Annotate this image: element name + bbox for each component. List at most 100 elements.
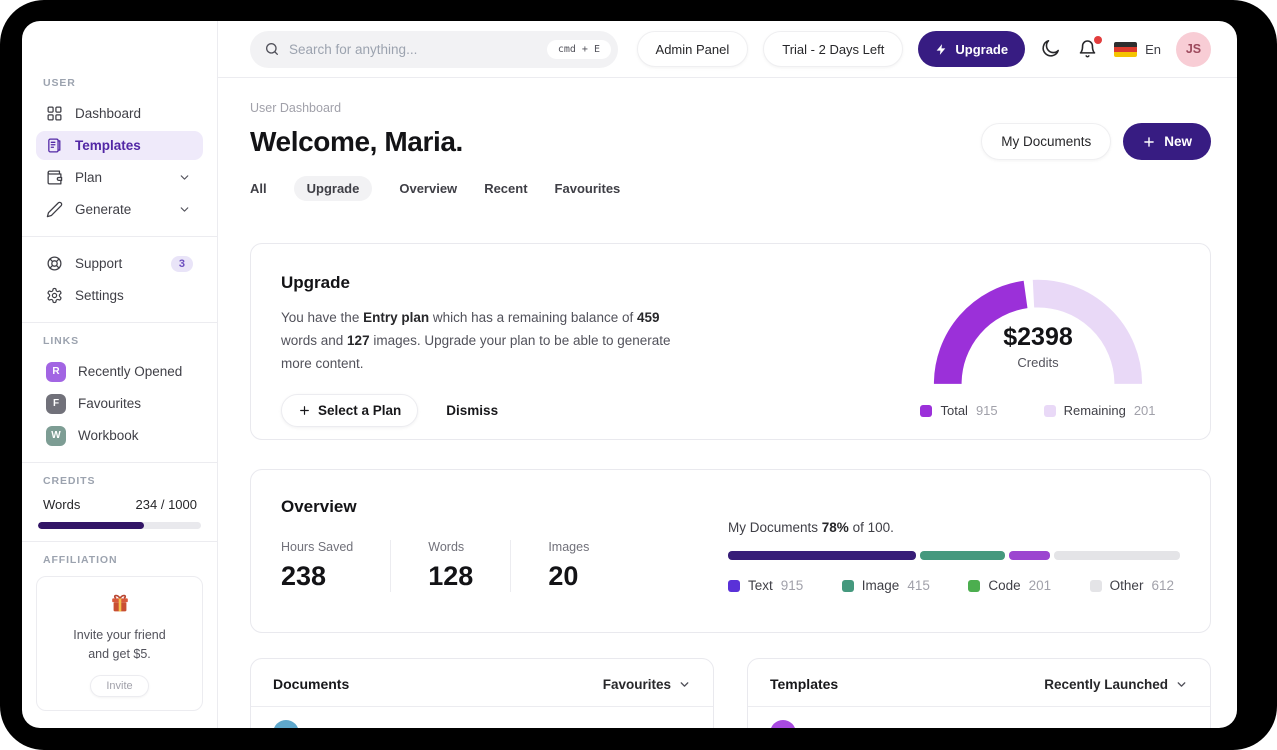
- tab-upgrade[interactable]: Upgrade: [293, 176, 373, 201]
- stat-value: 128: [428, 561, 474, 591]
- legend-value: 915: [975, 403, 998, 418]
- document-list-item[interactable]: Untitled Document in Workbook: [251, 707, 713, 728]
- select-plan-button[interactable]: Select a Plan: [281, 393, 419, 427]
- sidebar-item-support[interactable]: Support 3: [36, 249, 203, 278]
- breadcrumb: User Dashboard: [250, 101, 342, 115]
- legend-swatch: [920, 404, 933, 417]
- card-divider: [251, 706, 713, 707]
- dismiss-button[interactable]: Dismiss: [446, 402, 499, 418]
- legend-label: Code: [988, 578, 1021, 593]
- trial-status-button[interactable]: Trial - 2 Days Left: [763, 31, 904, 67]
- search-input[interactable]: [289, 41, 538, 57]
- bottom-cards-row: Documents Favourites Untitled Document i…: [250, 658, 1211, 728]
- sidebar-item-label: Settings: [75, 288, 124, 303]
- sidebar-link-recently-opened[interactable]: R Recently Opened: [36, 357, 203, 386]
- usage-segment-image: [919, 551, 1006, 560]
- legend-value: 201: [1028, 578, 1052, 593]
- template-avatar: [770, 720, 796, 728]
- gauge-value: $2398: [1003, 323, 1073, 351]
- sidebar-divider: [22, 541, 217, 542]
- sidebar-item-label: Generate: [75, 202, 132, 217]
- stat-label: Hours Saved: [281, 540, 354, 554]
- documents-filter-dropdown[interactable]: Favourites: [603, 677, 691, 692]
- legend-value: 415: [907, 578, 930, 593]
- templates-filter-dropdown[interactable]: Recently Launched: [1044, 677, 1188, 692]
- upgrade-card-left: Upgrade You have the Entry plan which ha…: [281, 273, 695, 427]
- chevron-down-icon: [1177, 681, 1186, 687]
- language-label: En: [1145, 41, 1161, 57]
- sidebar-item-label: Templates: [75, 138, 141, 153]
- sidebar-link-label: Recently Opened: [78, 364, 183, 379]
- sidebar-divider: [22, 462, 217, 463]
- tab-all[interactable]: All: [250, 181, 267, 196]
- moon-icon: [1042, 40, 1060, 57]
- user-avatar[interactable]: JS: [1176, 31, 1211, 67]
- gauge-svg: [933, 279, 1143, 385]
- link-initial-badge: W: [46, 425, 66, 446]
- sidebar-item-settings[interactable]: Settings: [36, 281, 203, 310]
- main-area: cmd + E Admin Panel Trial - 2 Days Left …: [218, 21, 1237, 728]
- admin-panel-button[interactable]: Admin Panel: [636, 31, 749, 67]
- new-button[interactable]: New: [1123, 123, 1211, 160]
- tab-overview[interactable]: Overview: [399, 181, 458, 196]
- tab-recent[interactable]: Recent: [484, 181, 528, 196]
- search-bar[interactable]: cmd + E: [250, 30, 618, 68]
- credits-row: Words 234 / 1000: [43, 497, 197, 512]
- overview-card-title: Overview: [281, 497, 357, 516]
- sidebar-item-plan[interactable]: Plan: [36, 163, 203, 192]
- credits-progress-fill: [38, 522, 144, 529]
- template-list-item[interactable]: Blog Post Title in Workbook: [748, 707, 1210, 728]
- usage-segment-other: [1054, 551, 1180, 560]
- page-title: Welcome, Maria.: [250, 125, 463, 157]
- german-flag-icon: [1114, 41, 1138, 57]
- sidebar-item-templates[interactable]: Templates: [36, 131, 203, 160]
- sidebar-link-favourites[interactable]: F Favourites: [36, 389, 203, 418]
- life-buoy-icon: [47, 256, 62, 271]
- document-avatar: [273, 720, 299, 728]
- language-selector[interactable]: En: [1114, 41, 1161, 57]
- bell-icon: [1079, 40, 1096, 58]
- affiliation-card: Invite your friend and get $5. Invite: [36, 576, 203, 711]
- chevron-down-icon: [180, 175, 189, 180]
- stat-hours-saved: Hours Saved 238: [281, 540, 390, 592]
- dark-mode-toggle[interactable]: [1040, 38, 1062, 60]
- sidebar-item-generate[interactable]: Generate: [36, 195, 203, 224]
- my-documents-button[interactable]: My Documents: [981, 123, 1112, 160]
- sidebar-section-links: LINKS: [43, 335, 79, 347]
- app-window: USER Dashboard Templates Plan Generate S…: [22, 21, 1237, 728]
- sidebar-item-label: Support: [75, 256, 123, 271]
- legend-value: 915: [780, 578, 804, 593]
- overview-card-left: Overview Hours Saved 238 Words 128 Image…: [281, 497, 626, 605]
- notifications-button[interactable]: [1077, 36, 1103, 60]
- templates-icon: [48, 138, 61, 153]
- stat-value: 20: [548, 561, 579, 591]
- grid-icon: [47, 106, 62, 121]
- header-actions: My Documents New: [981, 123, 1211, 160]
- legend-item-image: Image 415: [841, 578, 930, 593]
- legend-swatch: [728, 579, 740, 592]
- sidebar-item-dashboard[interactable]: Dashboard: [36, 99, 203, 128]
- sidebar-link-workbook[interactable]: W Workbook: [36, 421, 203, 450]
- sidebar-item-label: Dashboard: [75, 106, 142, 121]
- plus-icon: [300, 405, 309, 415]
- templates-card-header: Templates Recently Launched: [748, 659, 1210, 706]
- pencil-icon: [46, 201, 63, 218]
- gauge-center: $2398 Credits: [920, 323, 1156, 370]
- gauge-chart: $2398 Credits: [920, 269, 1156, 390]
- invite-button[interactable]: Invite: [90, 674, 149, 697]
- tab-favourites[interactable]: Favourites: [554, 181, 621, 196]
- legend-value: 612: [1151, 578, 1174, 593]
- card-divider: [748, 706, 1210, 707]
- legend-label: Remaining: [1063, 403, 1126, 418]
- template-location: in Workbook: [1116, 726, 1188, 729]
- stat-label: Images: [548, 540, 590, 554]
- document-name: Untitled Document: [312, 725, 436, 728]
- documents-card-header: Documents Favourites: [251, 659, 713, 706]
- upgrade-button[interactable]: Upgrade: [918, 31, 1026, 67]
- gear-icon: [47, 287, 62, 304]
- legend-item-text: Text 915: [728, 578, 803, 593]
- search-icon: [266, 43, 278, 55]
- plus-icon: [1144, 136, 1155, 147]
- legend-label: Other: [1109, 578, 1144, 593]
- link-initial-badge: F: [46, 393, 66, 414]
